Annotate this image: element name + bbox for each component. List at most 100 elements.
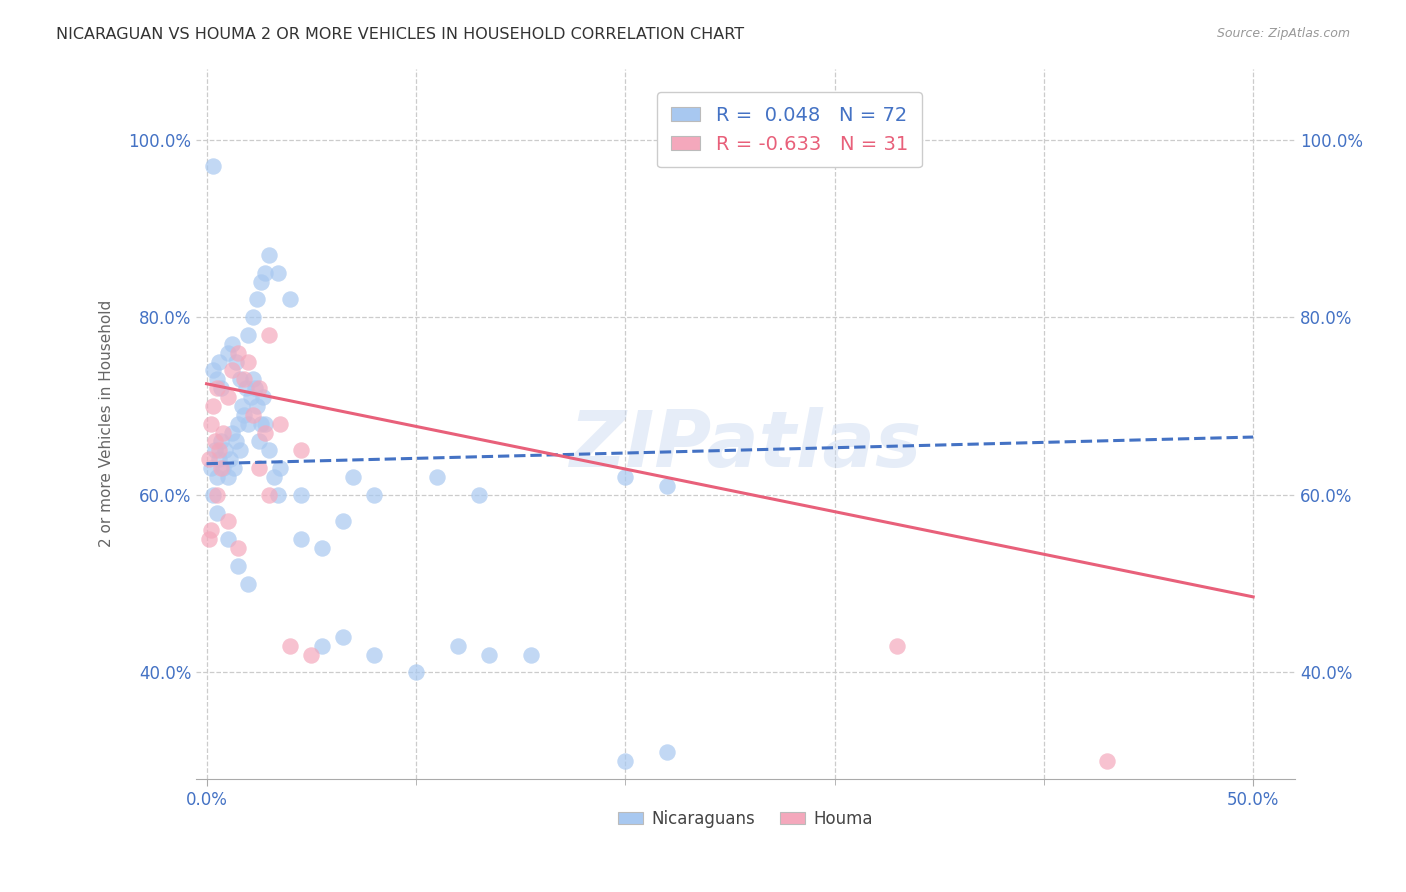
Point [242,408,264,422]
Point [217,532,239,546]
Point [311,541,333,555]
Point [205,488,228,502]
Text: Source: ZipAtlas.com: Source: ZipAtlas.com [1216,27,1350,40]
Point [447,639,470,653]
Point [226,558,249,573]
Point [200,523,222,537]
Point [267,266,290,280]
Point [238,327,260,342]
Point [246,399,269,413]
Point [217,345,239,359]
Point [201,159,224,173]
Point [197,452,219,467]
Point [208,354,231,368]
Point [201,399,224,413]
Point [290,488,312,502]
Point [405,665,427,680]
Point [614,470,637,484]
Point [229,443,252,458]
Point [229,372,252,386]
Point [247,434,270,449]
Point [247,461,270,475]
Point [478,648,501,662]
Point [254,425,277,440]
Point [269,417,291,431]
Point [242,310,264,325]
Point [235,381,257,395]
Point [363,488,385,502]
Point [311,639,333,653]
Point [209,381,232,395]
Point [267,488,290,502]
Point [221,425,243,440]
Point [212,461,235,475]
Point [243,381,266,395]
Point [247,381,270,395]
Point [614,754,637,768]
Point [238,417,260,431]
Point [259,327,281,342]
Point [201,363,224,377]
Point [238,576,260,591]
Point [222,461,245,475]
Point [200,461,222,475]
Point [246,293,269,307]
Point [217,390,239,404]
Point [263,470,285,484]
Point [221,336,243,351]
Point [332,515,354,529]
Point [204,434,226,449]
Point [426,470,449,484]
Point [238,354,260,368]
Point [218,452,240,467]
Point [221,363,243,377]
Point [209,461,232,475]
Point [225,434,247,449]
Point [342,470,364,484]
Point [278,293,301,307]
Point [520,648,543,662]
Point [208,452,231,467]
Point [332,630,354,644]
Legend: Nicaraguans, Houma: Nicaraguans, Houma [612,803,880,835]
Point [231,399,253,413]
Point [290,443,312,458]
Point [250,417,273,431]
Point [200,417,222,431]
Point [209,434,232,449]
Point [204,443,226,458]
Point [467,488,489,502]
Point [239,390,262,404]
Point [254,417,277,431]
Point [259,443,281,458]
Point [233,408,256,422]
Text: ZIPatlas: ZIPatlas [569,407,922,483]
Point [242,372,264,386]
Point [254,266,277,280]
Point [886,639,908,653]
Point [205,372,228,386]
Point [233,372,256,386]
Point [217,515,239,529]
Point [226,541,249,555]
Point [259,248,281,262]
Point [201,488,224,502]
Point [217,470,239,484]
Point [226,345,249,359]
Point [212,425,235,440]
Point [205,470,228,484]
Point [252,390,274,404]
Point [290,532,312,546]
Point [1095,754,1118,768]
Point [363,648,385,662]
Point [250,275,273,289]
Point [278,639,301,653]
Point [214,443,236,458]
Point [655,745,678,759]
Point [655,479,678,493]
Point [225,354,247,368]
Point [205,506,228,520]
Text: NICARAGUAN VS HOUMA 2 OR MORE VEHICLES IN HOUSEHOLD CORRELATION CHART: NICARAGUAN VS HOUMA 2 OR MORE VEHICLES I… [56,27,744,42]
Point [208,443,231,458]
Y-axis label: 2 or more Vehicles in Household: 2 or more Vehicles in Household [100,300,114,548]
